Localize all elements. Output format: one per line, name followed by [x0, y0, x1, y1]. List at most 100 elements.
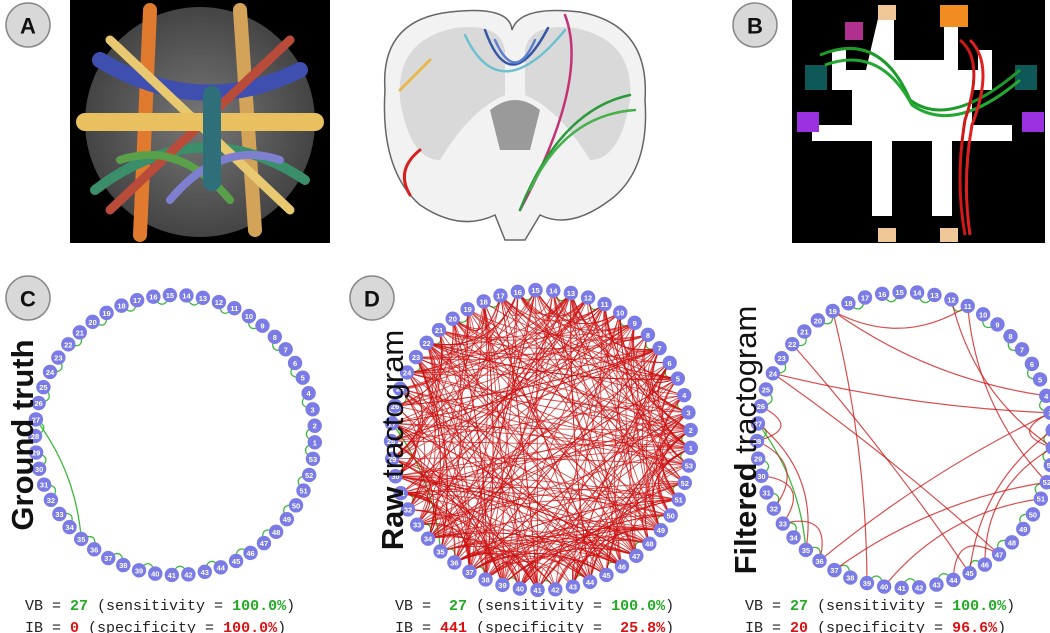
node-dot — [278, 342, 293, 357]
node: 53 — [1043, 458, 1050, 473]
brain-illustration — [383, 9, 647, 241]
node-label: 14 — [182, 291, 191, 300]
node: 32 — [400, 502, 416, 517]
node: 23 — [51, 350, 66, 365]
invalid-bundle — [632, 322, 686, 484]
node-label: 35 — [77, 535, 85, 544]
invalid-bundle — [657, 362, 691, 431]
node: 47 — [991, 547, 1007, 562]
invalid-bundle — [537, 482, 685, 591]
node-dot — [116, 557, 131, 573]
invalid-bundle — [454, 297, 589, 563]
node-label: 6 — [668, 359, 672, 368]
node-dot — [227, 300, 242, 316]
stat-prefix: IB = — [745, 620, 790, 633]
node-label: 46 — [981, 561, 989, 570]
node: 46 — [977, 557, 993, 572]
invalid-bundle — [469, 556, 503, 585]
stat-percent: 96.6% — [952, 620, 998, 633]
node-dot — [433, 544, 448, 559]
node-dot — [1045, 423, 1050, 437]
invalid-bundle — [400, 487, 679, 500]
node-label: 13 — [199, 294, 207, 303]
node: 11 — [597, 296, 612, 312]
invalid-bundle — [391, 322, 635, 424]
node-label: 49 — [1019, 525, 1027, 534]
node-dot — [28, 445, 44, 460]
stat-line: VB = 27 (sensitivity = 100.0%) — [395, 598, 674, 615]
node-dot — [384, 451, 400, 466]
node-label: 5 — [1038, 375, 1042, 384]
invalid-bundle — [552, 290, 678, 380]
node-label: 16 — [149, 293, 157, 302]
node-label: 42 — [551, 585, 559, 594]
stat-line: IB = 20 (specificity = 96.6%) — [745, 620, 1006, 633]
node-label: 22 — [64, 340, 72, 349]
node: 40 — [512, 581, 528, 596]
node-dot — [295, 370, 310, 385]
node: 39 — [859, 575, 875, 591]
node-dot — [462, 564, 477, 580]
node-dot — [753, 399, 769, 414]
invalid-bundle — [399, 388, 607, 576]
node-dot — [101, 550, 116, 566]
node-dot — [841, 296, 856, 311]
node-label: 15 — [166, 291, 174, 300]
invalid-bundle — [391, 347, 660, 424]
node-dot — [797, 324, 812, 339]
invalid-bundle — [394, 329, 443, 407]
node-dot — [627, 315, 642, 331]
panel-label-badge — [5, 2, 51, 48]
node: 19 — [825, 303, 840, 319]
node-dot — [399, 365, 415, 380]
phantom-mask-image — [792, 0, 1045, 243]
node-dot — [408, 349, 424, 365]
invalid-bundle — [399, 388, 691, 449]
node: 45 — [228, 553, 244, 569]
invalid-bundle — [984, 448, 1050, 565]
node-dot — [876, 579, 892, 594]
node-label: 16 — [878, 290, 886, 299]
invalid-bundle — [832, 310, 868, 584]
node: 24 — [765, 366, 781, 381]
node-label: 27 — [754, 420, 762, 429]
stat-prefix: IB = — [25, 620, 70, 633]
node-label: 7 — [658, 344, 662, 353]
invalid-bundle — [406, 371, 689, 413]
node-label: 22 — [423, 339, 431, 348]
panel-label: B — [732, 2, 778, 48]
node: 45 — [599, 567, 614, 583]
node-label: 5 — [301, 374, 305, 383]
invalid-bundle — [485, 482, 685, 580]
node-label: 37 — [830, 566, 838, 575]
node: 33 — [409, 517, 425, 532]
node-label: 51 — [1037, 495, 1045, 504]
node-label: 3 — [311, 405, 315, 414]
invalid-bundle — [426, 342, 660, 361]
node-dot — [197, 564, 212, 579]
node-label: 40 — [516, 585, 524, 594]
node-label: 8 — [646, 331, 650, 340]
node: 25 — [758, 382, 774, 397]
node: 28 — [749, 433, 765, 449]
node-dot — [86, 542, 102, 557]
invalid-bundle — [415, 356, 441, 539]
stat-value: 27 — [790, 598, 808, 615]
stat-middle: (sensitivity = — [88, 598, 232, 615]
invalid-bundle — [517, 290, 554, 314]
node-dot — [859, 575, 875, 591]
node-dot — [683, 422, 698, 438]
node: 16 — [874, 286, 890, 301]
node-label: 37 — [104, 554, 112, 563]
node: 40 — [876, 579, 892, 594]
invalid-bundle — [834, 481, 1047, 571]
invalid-bundle — [469, 536, 650, 573]
node-dot — [642, 536, 657, 551]
node-dot — [445, 311, 460, 326]
invalid-bundle — [661, 465, 689, 500]
panel-label-text: A — [20, 14, 36, 39]
node-dot — [512, 581, 528, 596]
invalid-bundle — [417, 523, 470, 572]
node-label: 44 — [949, 576, 958, 585]
node-dot — [1004, 535, 1020, 550]
